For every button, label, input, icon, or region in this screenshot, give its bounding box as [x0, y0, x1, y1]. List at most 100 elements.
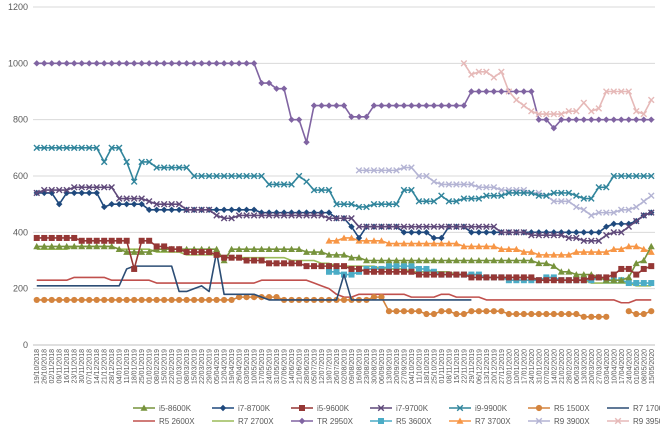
- data-point: [370, 223, 378, 230]
- x-tick-label: 03/01/2020: [506, 349, 513, 384]
- data-point: [430, 178, 438, 185]
- data-point: [363, 223, 370, 230]
- data-point: [452, 257, 460, 264]
- data-point: [288, 260, 295, 267]
- data-point: [565, 234, 573, 242]
- data-point: [56, 234, 63, 241]
- data-point: [550, 262, 558, 269]
- data-point: [588, 212, 595, 219]
- data-point: [595, 105, 603, 112]
- data-point: [168, 60, 175, 67]
- data-point: [318, 263, 325, 270]
- series-line: [358, 166, 652, 217]
- data-point: [520, 189, 528, 197]
- legend-label: TR 2950X: [317, 417, 354, 426]
- data-point: [490, 229, 498, 236]
- data-point: [602, 88, 610, 95]
- data-point: [625, 172, 633, 180]
- data-point: [505, 310, 512, 318]
- data-point: [543, 310, 550, 318]
- x-tick-label: 20/12/2019: [491, 349, 498, 384]
- data-point: [123, 296, 130, 304]
- y-tick-label: 1200: [8, 2, 28, 12]
- data-point: [108, 200, 115, 208]
- data-point: [100, 242, 108, 250]
- data-point: [273, 85, 280, 92]
- data-point: [325, 237, 333, 244]
- data-point: [483, 68, 490, 76]
- legend-item: TR 2950X: [291, 417, 354, 426]
- data-point: [93, 189, 100, 197]
- x-tick-label: 26/10/2018: [42, 349, 49, 384]
- data-point: [565, 268, 573, 275]
- data-point: [565, 116, 573, 123]
- data-point: [71, 60, 78, 67]
- data-point: [423, 172, 430, 180]
- x-tick-label: 13/03/2020: [581, 349, 588, 384]
- x-tick-label: 30/11/2018: [79, 349, 86, 384]
- x-tick-label: 13/09/2019: [386, 349, 393, 384]
- data-point: [550, 124, 558, 132]
- x-tick-label: 12/04/2019: [222, 349, 229, 384]
- series-r9-3900x: [355, 164, 655, 219]
- plot-area: [33, 60, 655, 320]
- data-point: [610, 172, 618, 180]
- data-point: [535, 277, 542, 284]
- data-point: [220, 214, 228, 222]
- data-point: [168, 206, 175, 213]
- data-point: [475, 242, 483, 250]
- data-point: [78, 296, 85, 304]
- data-point: [145, 60, 153, 67]
- data-point: [438, 192, 445, 200]
- series-i9-9900k: [33, 144, 655, 211]
- data-point: [633, 116, 640, 123]
- x-tick-label: 27/03/2020: [596, 349, 603, 384]
- data-point: [160, 60, 168, 67]
- data-point: [632, 172, 640, 180]
- data-point: [250, 212, 258, 219]
- data-point: [355, 203, 363, 211]
- x-tick-label: 24/04/2020: [626, 349, 633, 384]
- data-point: [205, 172, 213, 180]
- data-point: [535, 259, 543, 267]
- data-point: [445, 223, 453, 230]
- data-point: [558, 116, 565, 123]
- data-point: [273, 294, 280, 301]
- data-point: [108, 237, 115, 244]
- data-point: [228, 214, 235, 222]
- data-point: [558, 110, 565, 118]
- data-point: [647, 192, 655, 200]
- data-point: [423, 310, 430, 318]
- data-point: [378, 294, 385, 301]
- x-tick-label: 23/08/2019: [364, 349, 371, 384]
- x-tick-label: 26/04/2019: [237, 349, 244, 384]
- x-tick-label: 29/03/2019: [207, 349, 214, 384]
- data-point: [617, 172, 625, 180]
- data-point: [400, 268, 407, 275]
- data-point: [85, 183, 93, 191]
- data-point: [392, 257, 400, 264]
- data-point: [468, 223, 475, 230]
- data-point: [550, 231, 558, 239]
- data-point: [228, 206, 235, 213]
- data-point: [93, 183, 100, 191]
- data-point: [456, 404, 464, 412]
- data-point: [618, 116, 625, 123]
- data-point: [131, 265, 138, 272]
- data-point: [595, 274, 602, 281]
- gridlines: [33, 6, 655, 346]
- data-point: [160, 206, 168, 213]
- data-point: [423, 229, 430, 236]
- data-point: [415, 172, 423, 180]
- data-point: [640, 265, 647, 272]
- data-point: [460, 310, 468, 318]
- x-tick-label: 16/11/2018: [64, 349, 71, 384]
- data-point: [625, 308, 632, 315]
- data-point: [298, 417, 306, 425]
- legend-item: R7 3700X: [449, 417, 511, 426]
- data-point: [558, 310, 565, 318]
- x-tick-label: 07/12/2018: [87, 349, 94, 384]
- data-point: [423, 102, 430, 109]
- data-point: [138, 158, 145, 166]
- data-point: [483, 308, 490, 315]
